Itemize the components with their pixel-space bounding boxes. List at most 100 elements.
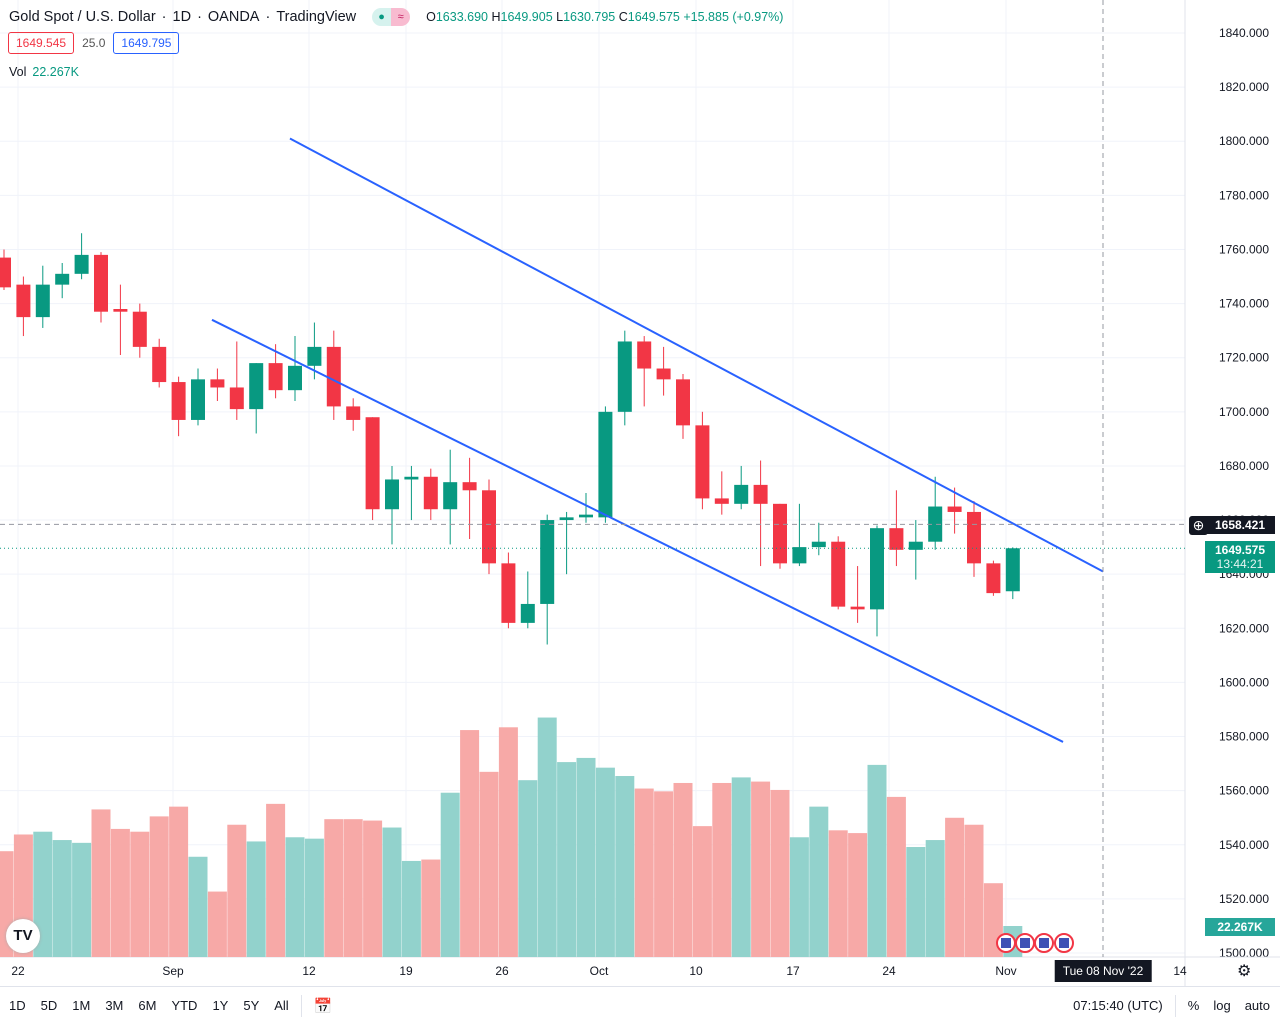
time-axis-label: 24 xyxy=(882,964,896,978)
range-1d[interactable]: 1D xyxy=(9,998,26,1013)
log-toggle[interactable]: log xyxy=(1213,998,1231,1013)
volume-bar xyxy=(285,837,305,957)
volume-bar xyxy=(72,842,92,957)
range-1y[interactable]: 1Y xyxy=(212,998,229,1013)
broker: OANDA xyxy=(207,9,260,25)
volume-legend: Vol 22.267K xyxy=(9,65,79,79)
bottom-toolbar: 1D 5D 1M 3M 6M YTD 1Y 5Y All 📅 07:15:40 (UTC) % … xyxy=(0,986,1280,1024)
crosshair-price-label: 1658.421 xyxy=(1205,516,1275,534)
price-chart[interactable]: 1840.000 1820.000 1800.000 1780.000 1760.000… xyxy=(0,0,1280,986)
volume-bar xyxy=(460,730,480,957)
candle-body xyxy=(637,341,652,369)
volume-bar xyxy=(867,764,887,957)
volume-bar xyxy=(324,819,344,957)
price-axis-label: 1580.000 xyxy=(1219,730,1269,744)
delayed-data-icon: ≈ xyxy=(391,8,411,26)
crosshair-date-label: Tue 08 Nov '22 xyxy=(1054,960,1152,982)
candle-body xyxy=(870,528,884,610)
buy-button[interactable]: 1649.795 xyxy=(113,32,180,54)
time-axis-label: 19 xyxy=(399,964,413,978)
trend-line xyxy=(289,137,1104,573)
candle-body xyxy=(831,541,846,607)
candle-body xyxy=(482,490,496,564)
candle-body xyxy=(753,484,768,504)
range-5d[interactable]: 5D xyxy=(40,998,58,1013)
volume-bar xyxy=(945,817,965,957)
volume-bar xyxy=(848,833,868,957)
trend-line xyxy=(211,318,1064,743)
chart-legend: Gold Spot / U.S. Dollar · 1D · OANDA · Trad… xyxy=(9,8,784,26)
candle-body xyxy=(365,417,380,510)
candle-body xyxy=(423,476,438,510)
candle-body xyxy=(113,309,128,312)
price-axis-label: 1720.000 xyxy=(1219,351,1269,365)
volume-bar xyxy=(343,819,363,957)
candle-body xyxy=(559,517,574,521)
candle-body xyxy=(346,406,361,420)
price-axis-label: 1620.000 xyxy=(1219,621,1269,635)
volume-bar xyxy=(654,791,674,957)
volume-bar xyxy=(576,757,596,957)
candle-body xyxy=(714,498,729,504)
goto-date-calendar-icon[interactable]: 📅 xyxy=(313,997,333,1015)
tradingview-logo[interactable]: TV xyxy=(6,919,40,953)
price-axis-label: 1820.000 xyxy=(1219,80,1269,94)
candle-body xyxy=(94,254,108,312)
candle-body xyxy=(35,284,50,318)
range-all[interactable]: All xyxy=(274,998,289,1013)
volume-bar xyxy=(188,856,208,957)
time-axis-label: 26 xyxy=(495,964,509,978)
candle-body xyxy=(171,382,186,420)
candle-body xyxy=(132,311,147,347)
candle-body xyxy=(268,363,283,391)
volume-bar xyxy=(595,767,615,957)
volume-bar xyxy=(537,717,557,957)
time-axis-label: 14 xyxy=(1173,964,1187,978)
price-axis-label: 1560.000 xyxy=(1219,784,1269,798)
candle-body xyxy=(908,541,923,550)
range-5y[interactable]: 5Y xyxy=(243,998,260,1013)
candle-body xyxy=(520,603,535,623)
interval[interactable]: 1D xyxy=(172,9,192,25)
settings-gear-icon[interactable]: ⚙ xyxy=(1237,963,1252,980)
clock[interactable]: 07:15:40 (UTC) xyxy=(1073,998,1163,1013)
spread: 25.0 xyxy=(82,36,106,50)
volume-bar xyxy=(498,727,518,957)
range-ytd[interactable]: YTD xyxy=(171,998,198,1013)
candle-body xyxy=(501,563,516,623)
candle-body xyxy=(16,284,31,318)
auto-toggle[interactable]: auto xyxy=(1244,998,1270,1013)
range-6m[interactable]: 6M xyxy=(138,998,157,1013)
candle-body xyxy=(404,476,419,480)
candle-body xyxy=(676,379,690,426)
volume-bar xyxy=(828,830,848,957)
volume-bar xyxy=(149,816,169,957)
market-status[interactable]: ● ≈ xyxy=(372,8,411,26)
price-axis-label: 1600.000 xyxy=(1219,675,1269,689)
candle-body xyxy=(792,547,807,564)
candle-body xyxy=(152,346,167,383)
sell-button[interactable]: 1649.545 xyxy=(8,32,75,54)
symbol-title[interactable]: Gold Spot / U.S. Dollar xyxy=(9,9,156,25)
candle-body xyxy=(229,387,244,410)
candle-body xyxy=(850,606,865,610)
candle-body xyxy=(947,506,962,512)
range-3m[interactable]: 3M xyxy=(105,998,124,1013)
time-axis-label: Sep xyxy=(162,964,184,978)
volume-bar xyxy=(906,847,926,957)
candle-body xyxy=(967,511,981,564)
source: TradingView xyxy=(276,9,357,25)
time-axis-label: 12 xyxy=(302,964,316,978)
price-axis-label: 1680.000 xyxy=(1219,459,1269,473)
range-1m[interactable]: 1M xyxy=(72,998,91,1013)
candle-body xyxy=(598,411,613,518)
volume-bar xyxy=(382,827,402,957)
ohlc-values: O1633.690 H1649.905 L1630.795 C1649.575 … xyxy=(426,10,784,24)
volume-bar xyxy=(169,806,189,957)
candle-body xyxy=(55,273,70,285)
add-alert-plus-icon[interactable]: ⊕ xyxy=(1189,516,1208,535)
volume-bar xyxy=(421,859,441,957)
volume-bar xyxy=(479,771,499,957)
percent-toggle[interactable]: % xyxy=(1187,998,1200,1013)
volume-bar xyxy=(52,840,72,957)
